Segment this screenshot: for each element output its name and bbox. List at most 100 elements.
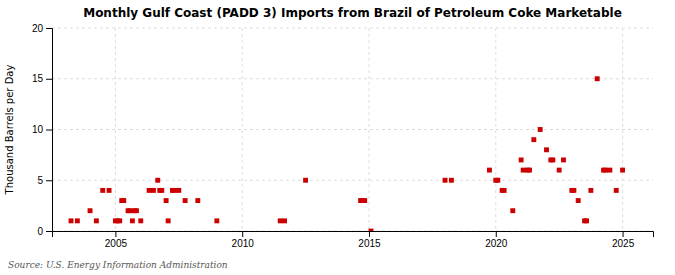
grid-line-y: [52, 129, 653, 130]
x-tick-mark: [623, 231, 624, 237]
point: [369, 229, 374, 231]
point: [176, 188, 181, 193]
point: [510, 208, 515, 213]
x-tick: 2005: [105, 231, 128, 249]
x-tick-label: 2025: [612, 238, 635, 249]
point: [94, 218, 99, 223]
y-tick: 15: [32, 73, 52, 84]
x-tick-mark: [369, 231, 370, 237]
point: [214, 218, 219, 223]
point: [151, 188, 156, 193]
x-tick-label: 2015: [358, 238, 381, 249]
point: [134, 208, 139, 213]
x-tick-mark: [496, 231, 497, 237]
grid-line-x: [115, 28, 116, 231]
point: [362, 198, 367, 203]
x-tick-label: 2005: [105, 238, 128, 249]
x-tick-mark: [115, 231, 116, 237]
point: [164, 198, 169, 203]
point: [69, 218, 74, 223]
point: [130, 218, 135, 223]
x-tick-label: 2010: [232, 238, 255, 249]
point: [519, 158, 524, 163]
y-tick-mark: [46, 28, 52, 29]
grid: [52, 28, 653, 231]
point: [88, 208, 93, 213]
points: [69, 76, 625, 231]
x-tick: 2010: [232, 231, 255, 249]
point: [449, 178, 454, 183]
point: [544, 147, 549, 152]
point: [278, 218, 283, 223]
x-tick: 2025: [612, 231, 635, 249]
point: [527, 168, 532, 173]
grid-line-y: [52, 78, 653, 79]
point: [75, 218, 80, 223]
point: [607, 168, 612, 173]
point: [487, 168, 492, 173]
y-tick-label: 20: [32, 23, 44, 34]
point: [147, 188, 152, 193]
point: [603, 168, 608, 173]
y-tick: 20: [32, 23, 52, 34]
point: [576, 198, 581, 203]
chart: 2005 2010 2015 2020 2025 0 5 10 15 20 Monthly Gulf…: [0, 0, 675, 275]
y-tick-label: 5: [37, 175, 43, 186]
point: [100, 188, 105, 193]
y-tick-mark: [46, 130, 52, 131]
x-tick-mark: [242, 231, 243, 237]
point: [138, 218, 143, 223]
grid-line-x: [368, 28, 369, 231]
x-axis: 2005 2010 2015 2020 2025: [53, 231, 654, 249]
point: [584, 218, 589, 223]
y-tick-mark: [46, 231, 52, 232]
y-axis-line: [46, 29, 53, 232]
point: [495, 178, 500, 183]
point: [128, 208, 133, 213]
y-tick-label: 0: [37, 226, 43, 237]
y-tick-label: 15: [32, 73, 44, 84]
point: [538, 127, 543, 132]
y-tick-label: 10: [32, 124, 44, 135]
title: Monthly Gulf Coast (PADD 3) Imports from…: [83, 6, 622, 20]
grid-line-y: [52, 180, 653, 181]
x-tick: 2020: [485, 231, 508, 249]
y-tick: 0: [37, 226, 52, 237]
point: [303, 178, 308, 183]
x-axis-line: [53, 232, 654, 238]
point: [595, 76, 600, 81]
point: [557, 168, 562, 173]
y-tick-mark: [46, 180, 52, 181]
point: [443, 178, 448, 183]
y-tick: 10: [32, 124, 52, 135]
point: [195, 198, 200, 203]
point: [561, 158, 566, 163]
y-tick: 5: [37, 175, 52, 186]
point: [159, 188, 164, 193]
point: [117, 218, 122, 223]
x-tick: 2015: [358, 231, 381, 249]
x-tick-label: 2020: [485, 238, 508, 249]
point: [166, 218, 171, 223]
y-axis-label: Thousand Barrels per Day: [4, 65, 15, 196]
grid-line-x: [242, 28, 243, 231]
y-tick-mark: [46, 79, 52, 80]
point: [502, 188, 507, 193]
annotation: Source: U.S. Energy Information Administ…: [8, 260, 228, 270]
point: [620, 168, 625, 173]
point: [531, 137, 536, 142]
point: [183, 198, 188, 203]
point: [121, 198, 126, 203]
point: [107, 188, 112, 193]
grid-line-y: [52, 28, 653, 29]
y-axis: 0 5 10 15 20: [32, 23, 53, 237]
point: [614, 188, 619, 193]
point: [155, 178, 160, 183]
point: [550, 158, 555, 163]
point: [571, 188, 576, 193]
point: [521, 168, 526, 173]
point: [172, 188, 177, 193]
plot-area: 2005 2010 2015 2020 2025 0 5 10 15 20: [32, 23, 654, 249]
point: [588, 188, 593, 193]
point: [282, 218, 287, 223]
